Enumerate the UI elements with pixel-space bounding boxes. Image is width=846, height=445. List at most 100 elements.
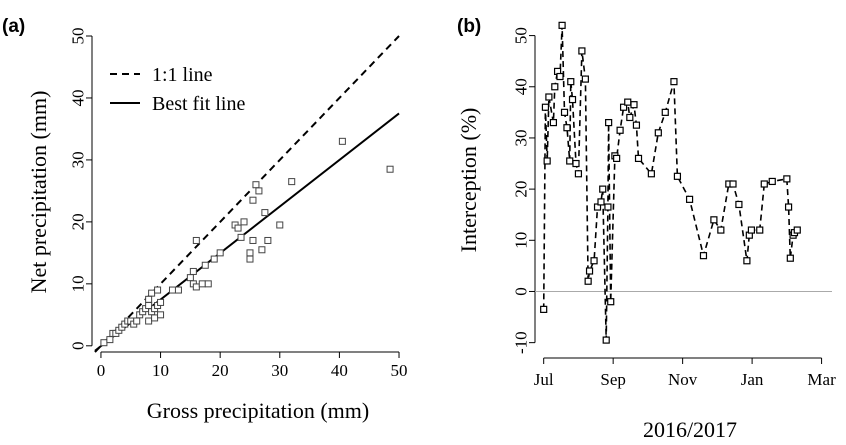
panel-a-label: (a) [2,16,25,37]
interception-point [563,124,571,132]
y-tick-label: 10 [512,232,531,249]
x-tick-label: Mar [807,370,836,389]
panel-b: (b) -10 0 10 20 30 40 50 Jul Sep Nov Jan Mar Inter… [456,16,836,442]
interception-point [605,118,613,127]
interception-point [602,336,610,344]
scatter-point [237,233,245,241]
interception-point [634,154,643,163]
interception-point [558,21,566,29]
interception-point [632,121,641,129]
legend-label-best-fit: Best fit line [152,93,245,115]
scatter-point [255,187,263,195]
interception-point [574,170,583,178]
interception-point [661,108,669,116]
panel-b-y-ticks: -10 0 10 20 30 40 50 [512,27,535,354]
scatter-point [145,317,153,325]
scatter-point [157,311,165,319]
scatter-point [154,286,162,294]
panel-b-x-ticks: Jul Sep Nov Jan Mar [534,358,836,389]
panel-a-y-axis-title: Net precipitation (mm) [26,91,51,294]
interception-point [756,226,764,234]
panel-b-series [540,21,801,344]
scatter-point [276,221,284,229]
x-tick-label: 40 [331,361,348,380]
interception-point [543,157,551,165]
y-tick-label: 30 [69,151,88,168]
y-tick-label: 0 [69,342,88,351]
interception-point [783,175,791,183]
scatter-point [258,246,266,254]
panel-a-legend: 1:1 line Best fit line [110,64,245,115]
interception-point [567,78,575,86]
panel-a-x-axis-title: Gross precipitation (mm) [147,398,369,423]
interception-point [654,129,662,137]
interception-point [545,93,553,101]
scatter-point [234,224,242,232]
interception-point [647,170,655,178]
interception-point [590,257,598,265]
interception-point [729,180,737,188]
interception-point [673,172,682,180]
y-tick-label: 40 [512,78,531,95]
interception-point [793,226,801,234]
interception-point [578,47,586,55]
scatter-point [192,283,200,291]
panel-b-x-axis-title: 2016/2017 [643,417,737,442]
x-tick-label: 50 [391,361,408,380]
y-tick-label: 50 [69,28,88,45]
interception-point [768,177,776,186]
y-tick-label: 40 [69,89,88,106]
interception-point [624,98,632,106]
y-tick-label: 30 [512,129,531,146]
scatter-point [264,236,272,244]
x-tick-label: Jan [741,370,764,389]
x-tick-label: Nov [668,370,698,389]
y-tick-label: 20 [512,181,531,198]
scatter-point [151,314,159,322]
scatter-point [133,317,141,325]
scatter-point [148,289,156,297]
interception-point [568,95,577,104]
interception-point [540,305,548,313]
scatter-point [288,178,296,186]
interception-point [597,198,605,206]
panel-a-x-ticks: 0 10 20 30 40 50 [97,352,408,380]
scatter-point [204,280,212,288]
panel-b-y-axis-title: Interception (%) [456,108,481,253]
interception-point [735,200,743,209]
interception-point [747,226,756,234]
x-tick-label: Sep [600,370,626,389]
scatter-point [201,261,209,269]
interception-point [619,103,628,111]
scatter-point [216,249,224,257]
scatter-point [145,295,153,303]
interception-point [572,159,580,168]
interception-point [581,75,589,83]
scatter-point [249,236,257,244]
scatter-point [186,274,194,282]
interception-point [626,113,634,122]
interception-point [670,78,678,86]
interception-point [699,252,708,260]
x-tick-label: 30 [271,361,288,380]
interception-point [584,277,592,285]
interception-point [717,226,725,234]
interception-point [784,203,793,211]
legend-label-1-1: 1:1 line [152,64,213,86]
panel-a-fit-lines [94,35,400,353]
scatter-point [246,249,254,257]
scatter-point [338,137,346,145]
panel-a-points [100,137,394,347]
scatter-point [252,181,260,189]
interception-point [710,216,718,224]
interception-series-line [542,25,798,341]
interception-point [630,101,638,109]
x-tick-label: 10 [152,361,169,380]
scatter-point [174,286,182,294]
scatter-point [106,336,114,344]
interception-point [549,118,558,127]
interception-point [743,257,751,265]
interception-point [760,180,768,188]
scatter-point [192,236,200,244]
